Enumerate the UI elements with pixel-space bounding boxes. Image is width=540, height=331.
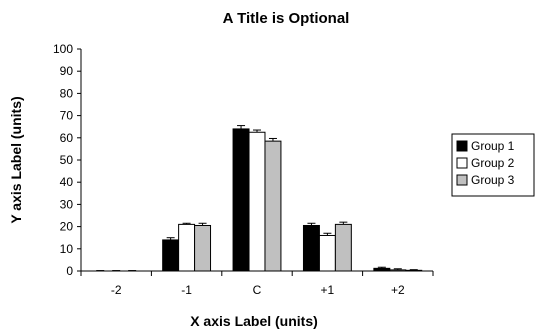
y-tick-label: 50 [60,153,74,167]
bar [405,269,423,272]
bar [334,223,352,272]
bar [373,267,391,272]
bar [318,234,336,272]
y-axis-ticks: 0 10 20 30 40 50 60 70 80 90 100 [53,42,81,278]
y-axis-label: Y axis Label (units) [8,96,24,223]
bar [232,128,250,272]
legend-swatch [456,174,468,186]
y-tick-label: 100 [53,42,73,56]
y-tick-label: 0 [66,264,73,278]
y-tick-label: 40 [60,175,74,189]
legend-label: Group 1 [471,139,515,153]
x-axis-ticks: -2 -1 C +1 +2 [80,271,434,297]
bar [389,269,407,272]
y-tick-label: 90 [60,64,74,78]
x-axis-label: X axis Label (units) [190,313,318,329]
bar [302,224,320,272]
y-tick-label: 20 [60,220,74,234]
x-tick-label: -2 [111,283,122,297]
y-tick-label: 80 [60,86,74,100]
x-tick-label: C [253,283,262,297]
bar [162,239,180,272]
x-tick-label: +2 [391,283,405,297]
bar [264,140,282,272]
bar [248,131,266,272]
x-tick-label: -1 [181,283,192,297]
legend: Group 1 Group 2 Group 3 [451,133,535,197]
legend-swatch [456,140,468,152]
y-tick-label: 30 [60,197,74,211]
legend-label: Group 2 [471,156,515,170]
y-tick-label: 60 [60,131,74,145]
legend-swatch [456,157,468,169]
x-tick-label: +1 [321,283,335,297]
chart-title: A Title is Optional [223,10,350,27]
y-tick-label: 70 [60,109,74,123]
bar [194,224,212,272]
bars [96,125,423,272]
legend-label: Group 3 [471,173,515,187]
y-tick-label: 10 [60,242,74,256]
bar [178,223,196,272]
